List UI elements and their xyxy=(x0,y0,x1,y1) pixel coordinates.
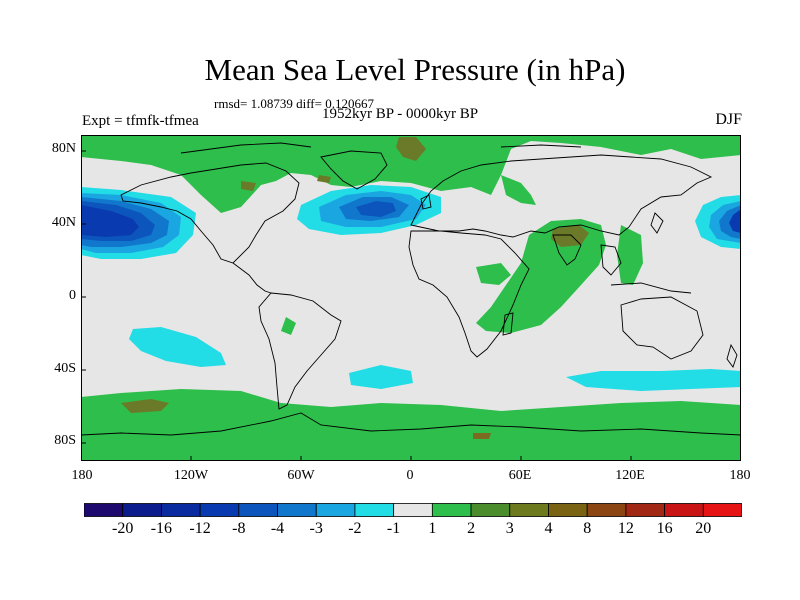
colorbar-label: 3 xyxy=(505,520,514,537)
colorbar-label: 16 xyxy=(656,520,673,537)
colorbar-cell xyxy=(122,503,162,517)
colorbar-cell xyxy=(548,503,588,517)
statistics-text: rmsd= 1.08739 diff= 0.120667 xyxy=(214,96,374,111)
coast-north-america xyxy=(120,162,300,264)
colorbar-cell xyxy=(161,503,201,517)
lon-label-180e: 180 xyxy=(729,468,751,483)
coast-japan xyxy=(650,212,664,234)
season-label: DJF xyxy=(715,111,742,128)
colorbar-label: -12 xyxy=(189,520,211,537)
colorbar-cell xyxy=(586,503,627,517)
colorbar-label: -3 xyxy=(309,520,323,537)
colorbar-label: -20 xyxy=(112,520,134,537)
colorbar-label: -1 xyxy=(386,520,401,537)
antarctic-brown-region xyxy=(473,433,491,439)
coast-southeast-asia xyxy=(600,244,622,276)
east-asia-green-region xyxy=(501,175,536,205)
colorbar-cell xyxy=(625,503,665,517)
coast-indonesia xyxy=(610,282,692,294)
colorbar-label: 12 xyxy=(617,520,634,537)
south-pacific-cyan-region xyxy=(129,327,226,367)
lat-label-40n: 40N xyxy=(51,215,76,230)
lon-label-60w: 60W xyxy=(287,468,315,483)
colorbar-cell xyxy=(431,503,472,517)
south-america-green-region xyxy=(281,317,296,335)
colorbar xyxy=(84,503,742,517)
colorbar-label: 1 xyxy=(428,520,437,537)
colorbar-label: 4 xyxy=(544,520,553,537)
indian-ocean-green-region xyxy=(476,219,606,333)
coast-uk xyxy=(420,194,432,210)
colorbar-label: -16 xyxy=(150,520,173,537)
lon-label-120w: 120W xyxy=(173,468,209,483)
coast-greenland xyxy=(320,150,388,190)
lon-label-120e: 120E xyxy=(615,468,645,483)
north-pacific-low-wrap-core xyxy=(729,209,741,233)
colorbar-cell xyxy=(393,503,433,517)
coast-arctic-islands xyxy=(180,142,582,154)
coast-madagascar xyxy=(502,312,514,336)
lon-label-0: 0 xyxy=(406,468,414,483)
axis-ticks xyxy=(81,150,741,461)
colorbar-label: 8 xyxy=(583,520,592,537)
colorbar-cell xyxy=(664,503,704,517)
colorbar-cell xyxy=(509,503,549,517)
coast-africa xyxy=(408,230,530,358)
colorbar-cell xyxy=(315,503,356,517)
india-olive-region xyxy=(551,225,589,247)
north-pacific-low-core xyxy=(81,205,139,237)
colorbar-cell xyxy=(470,503,511,517)
experiment-label: Expt = tfmfk-tfmea xyxy=(82,113,199,129)
coast-antarctica xyxy=(81,412,741,436)
colorbar-label: -8 xyxy=(232,520,246,537)
colorbar-cell xyxy=(84,503,124,517)
lat-label-80s: 80S xyxy=(54,433,76,448)
colorbar-cell xyxy=(199,503,240,517)
period-label: 1952kyr BP - 0000kyr BP xyxy=(322,106,479,122)
coast-india xyxy=(552,234,582,266)
south-atlantic-cyan-region xyxy=(349,365,413,389)
lat-label-equator: 0 xyxy=(69,288,76,303)
lat-label-80n: 80N xyxy=(51,141,76,156)
southern-olive-region xyxy=(121,399,169,413)
southern-green-band xyxy=(81,389,741,461)
arctic-olive-region-2 xyxy=(241,181,256,191)
colorbar-label: 2 xyxy=(467,520,476,537)
coast-south-america xyxy=(258,292,342,410)
arctic-green-region xyxy=(81,135,741,213)
arctic-olive-region xyxy=(396,137,426,161)
colorbar-cell xyxy=(277,503,317,517)
colorbar-cell xyxy=(702,503,742,517)
coast-australia xyxy=(620,296,704,360)
pressure-map xyxy=(81,135,741,461)
colorbar-cell xyxy=(354,503,395,517)
colorbar-label: -2 xyxy=(348,520,362,537)
lat-label-40s: 40S xyxy=(54,361,76,376)
colorbar-cell xyxy=(238,503,278,517)
southern-ocean-cyan-region xyxy=(566,369,741,391)
lon-label-60e: 60E xyxy=(508,468,532,483)
coast-europe xyxy=(410,154,713,238)
pacific-green-region xyxy=(617,225,643,285)
lon-label-180w: 180 xyxy=(71,468,93,483)
arctic-olive-region-3 xyxy=(317,175,331,183)
colorbar-label: -4 xyxy=(270,520,285,537)
north-atlantic-low-core xyxy=(356,201,396,217)
coast-central-america xyxy=(232,262,272,294)
africa-green-region xyxy=(476,263,511,285)
coast-new-zealand xyxy=(726,343,738,368)
coastlines xyxy=(81,142,741,436)
colorbar-label: 20 xyxy=(695,520,712,537)
map-title: Mean Sea Level Pressure (in hPa) xyxy=(204,52,626,87)
